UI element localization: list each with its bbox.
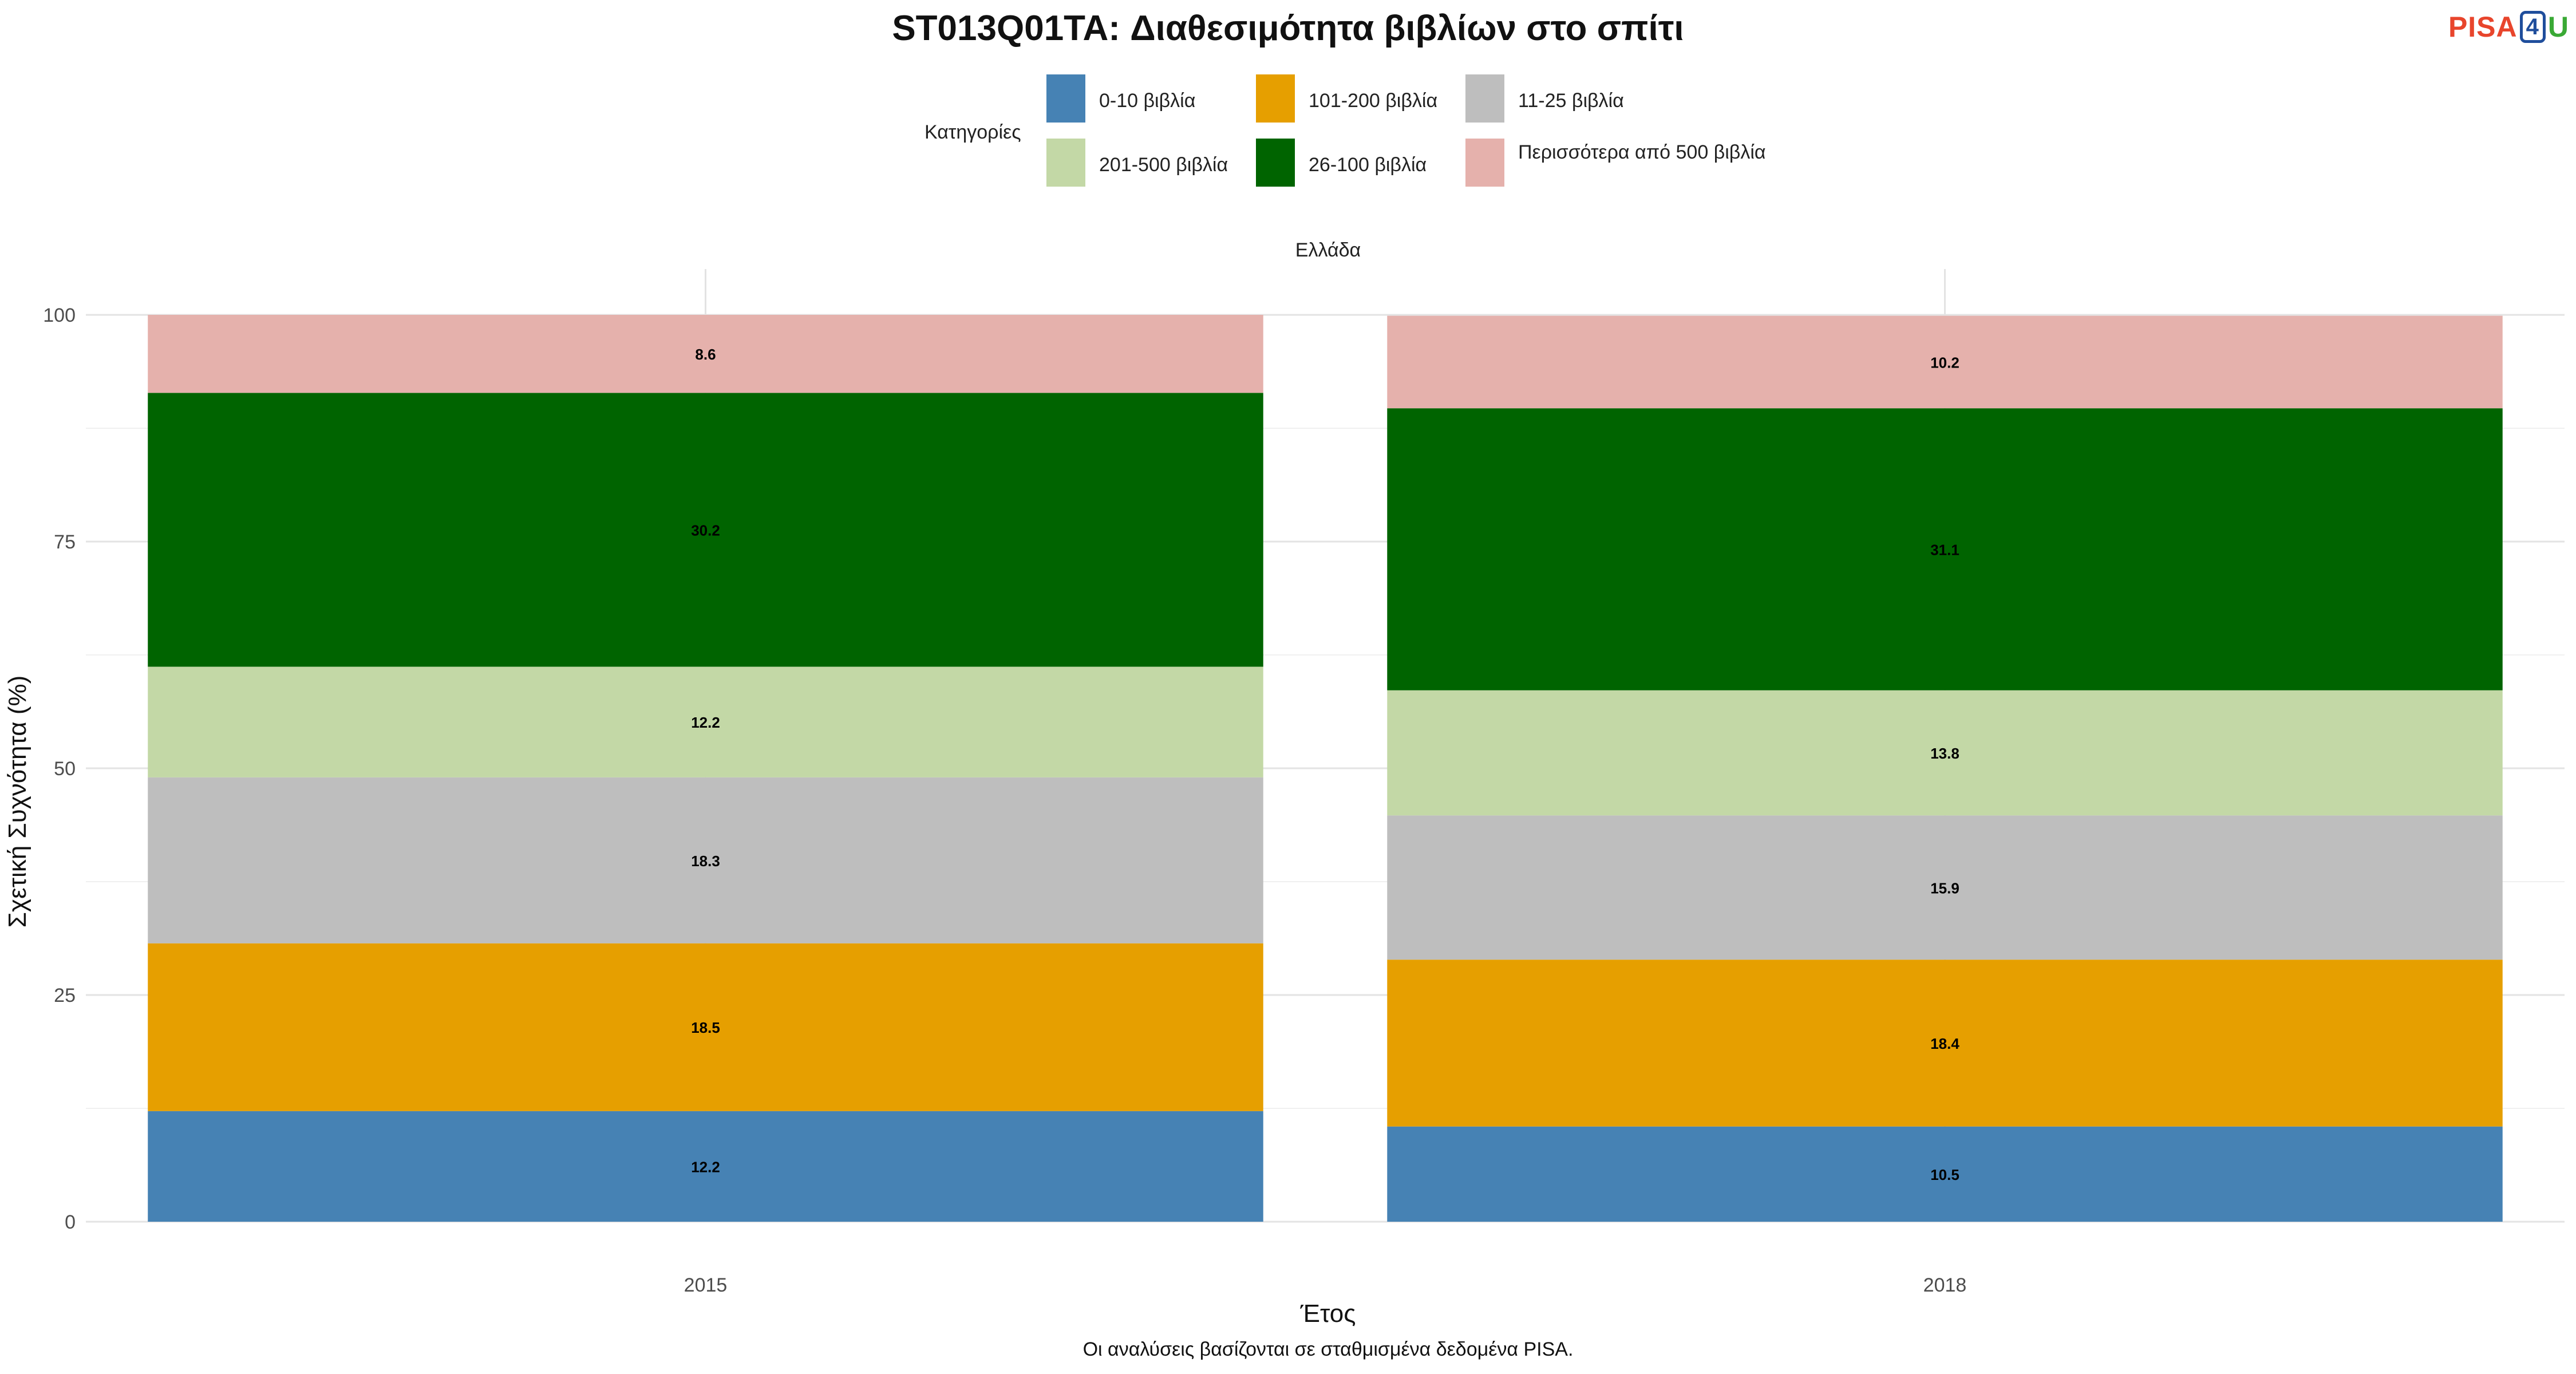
data-label: 12.2: [691, 714, 720, 731]
data-label: 15.9: [1930, 879, 1959, 897]
bar-segment: [148, 777, 1263, 943]
y-tick-label: 100: [43, 305, 76, 326]
logo-text-four: 4: [2519, 11, 2546, 43]
bar-segment: [148, 393, 1263, 667]
legend-item: 201-500 βιβλία: [1046, 139, 1228, 187]
legend-title: Κατηγορίες: [924, 121, 1021, 143]
x-axis-title: Έτος: [1300, 1300, 1356, 1328]
bar-segment: [1387, 815, 2503, 960]
bar-segment: [1387, 690, 2503, 816]
y-tick-label: 0: [65, 1211, 76, 1233]
bar-segment: [1387, 408, 2503, 690]
logo-text-u: U: [2547, 11, 2569, 43]
legend-swatch: [1465, 139, 1504, 187]
bar-segment: [1387, 960, 2503, 1127]
legend-label: 201-500 βιβλία: [1099, 154, 1228, 176]
bar-segment: [148, 666, 1263, 777]
legend-label: 0-10 βιβλία: [1099, 90, 1196, 112]
data-label: 18.5: [691, 1019, 720, 1036]
y-tick-label: 75: [54, 531, 76, 553]
bar-segment: [148, 315, 1263, 393]
legend-swatch: [1046, 139, 1085, 187]
data-label: 31.1: [1930, 541, 1959, 558]
bar-segment: [148, 943, 1263, 1111]
legend-label: Περισσότερα από 500 βιβλία: [1518, 141, 1766, 163]
data-label: 12.2: [691, 1158, 720, 1175]
data-label: 10.2: [1930, 354, 1959, 371]
legend-swatch: [1465, 74, 1504, 123]
legend-swatch: [1256, 139, 1295, 187]
chart-title: ST013Q01TA: Διαθεσιμότητα βιβλίων στο σπ…: [892, 9, 1684, 48]
legend-item: 101-200 βιβλία: [1256, 74, 1437, 123]
pisa4u-logo: PISA 4 U: [2448, 10, 2569, 44]
bar-segment: [1387, 1126, 2503, 1222]
data-label: 10.5: [1930, 1166, 1959, 1183]
y-axis-title: Σχετική Συχνότητα (%): [3, 675, 31, 928]
legend: 0-10 βιβλία 101-200 βιβλία 11-25 βιβλία …: [1046, 74, 1766, 189]
x-tick-label: 2015: [684, 1274, 728, 1296]
legend-swatch: [1046, 74, 1085, 123]
legend-item: 11-25 βιβλία: [1465, 74, 1624, 123]
bar-segment: [148, 1111, 1263, 1222]
x-tick-label: 2018: [1923, 1274, 1967, 1296]
data-label: 30.2: [691, 522, 720, 539]
legend-item: 26-100 βιβλία: [1256, 139, 1427, 187]
legend-swatch: [1256, 74, 1295, 123]
data-label: 13.8: [1930, 745, 1959, 762]
data-label: 18.3: [691, 852, 720, 870]
legend-label: 26-100 βιβλία: [1309, 154, 1427, 176]
caption: Οι αναλύσεις βασίζονται σε σταθμισμένα δ…: [1082, 1339, 1574, 1360]
facet-label: Ελλάδα: [1295, 239, 1361, 261]
legend-item: Περισσότερα από 500 βιβλία: [1465, 139, 1770, 187]
y-tick-label: 50: [54, 758, 76, 780]
legend-item: 0-10 βιβλία: [1046, 74, 1195, 123]
data-label: 18.4: [1930, 1035, 1959, 1052]
legend-label: 11-25 βιβλία: [1518, 90, 1624, 112]
logo-text-pisa: PISA: [2448, 11, 2518, 43]
bar-segment: [1387, 315, 2503, 409]
legend-label: 101-200 βιβλία: [1309, 90, 1438, 112]
y-tick-label: 25: [54, 985, 76, 1006]
data-label: 8.6: [695, 346, 716, 363]
